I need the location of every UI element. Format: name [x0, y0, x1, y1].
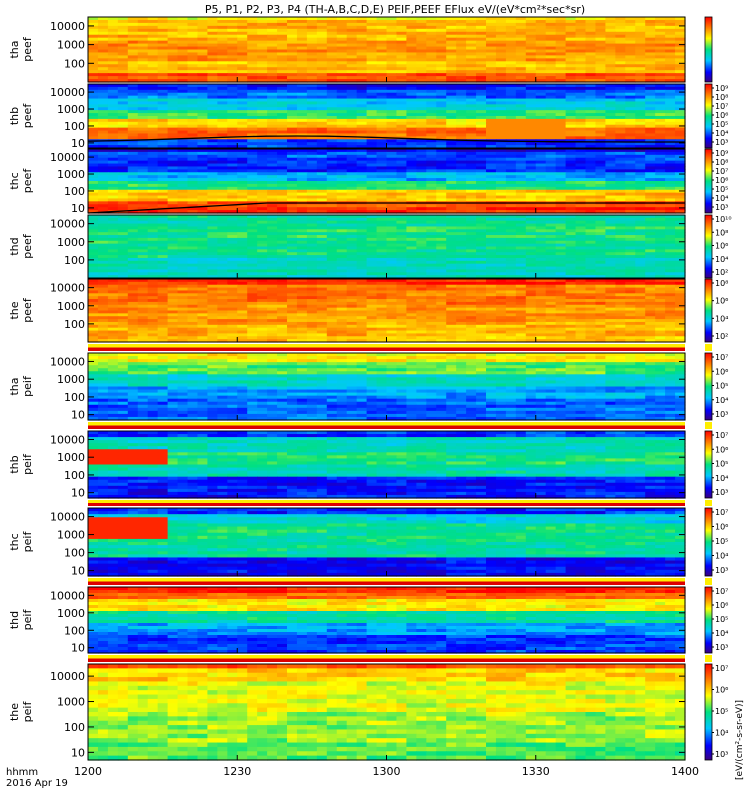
spectrogram-cells: [88, 149, 686, 214]
colorbar-tick-label: 10⁹: [715, 84, 728, 93]
y-tick-label: 10: [71, 137, 85, 150]
panel-probe-label: thc: [8, 172, 21, 189]
colorbar-tick-label: 10³: [715, 138, 728, 147]
colorbar-tick-label: 10⁴: [715, 129, 728, 138]
y-tick-label: 100: [64, 185, 85, 198]
y-tick-label: 1000: [57, 103, 85, 116]
spectrogram-cells: [88, 215, 686, 279]
panel-product-label: peef: [21, 36, 34, 62]
colorbar: [705, 149, 712, 213]
colorbar-tick-label: 10⁶: [715, 176, 728, 185]
y-tick-label: 10000: [50, 20, 85, 33]
colorbar-tick-label: 10⁵: [715, 120, 728, 129]
colorbar-tick-label: 10⁷: [715, 102, 728, 111]
colorbar-tick-label: 10⁸: [715, 158, 728, 167]
panel-product-label: peef: [21, 168, 34, 194]
colorbar-tick-label: 10⁶: [715, 111, 728, 120]
colorbar: [705, 17, 712, 82]
colorbar-tick-label: 10⁸: [715, 93, 728, 102]
panel-product-label: peef: [21, 103, 34, 129]
y-tick-label: 100: [64, 57, 85, 70]
y-tick-label: 10000: [50, 151, 85, 164]
panel-probe-label: thb: [8, 107, 21, 125]
figure-title: P5, P1, P2, P3, P4 (TH-A,B,C,D,E) PEIF,P…: [205, 3, 585, 16]
y-tick-label: 10: [71, 202, 85, 215]
spectrogram-cells: [88, 17, 686, 83]
y-tick-label: 1000: [57, 39, 85, 52]
y-tick-label: 100: [64, 120, 85, 133]
colorbar-tick-label: 10⁷: [715, 167, 728, 176]
panel-probe-label: tha: [8, 40, 21, 58]
y-tick-label: 1000: [57, 168, 85, 181]
colorbar-tick-label: 10⁹: [715, 149, 728, 158]
colorbar-tick-label: 10⁴: [715, 194, 728, 203]
colorbar-tick-label: 10³: [715, 203, 728, 212]
colorbar: [705, 84, 712, 148]
y-tick-label: 10000: [50, 86, 85, 99]
colorbar-tick-label: 10⁵: [715, 185, 728, 194]
